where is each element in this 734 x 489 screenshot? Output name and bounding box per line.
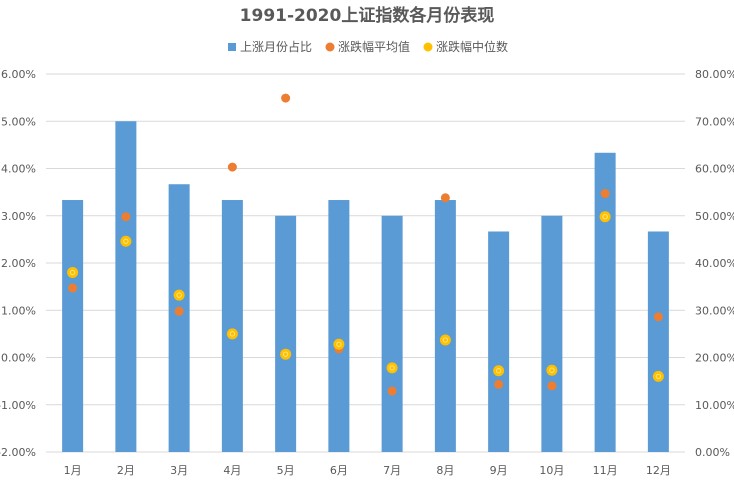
median-point <box>333 338 345 350</box>
right-y-axis: 0.00% 10.00% 20.00% 30.00% 40.00% 50.00% 60.00… <box>695 68 734 459</box>
x-tick-label: 6月 <box>330 464 348 477</box>
mean-point <box>547 381 557 391</box>
median-point <box>652 370 664 382</box>
legend: 上涨月份占比 涨跌幅平均值 涨跌幅中位数 <box>228 39 508 54</box>
bar <box>434 200 456 452</box>
mean-point <box>121 212 131 222</box>
mean-point <box>227 162 237 172</box>
scatter-series <box>67 93 664 396</box>
median-point-inner <box>655 373 662 380</box>
bar <box>328 200 350 452</box>
mean-point <box>281 93 291 103</box>
median-point-inner <box>123 238 129 244</box>
median-point-inner <box>442 337 449 343</box>
x-tick-label: 4月 <box>223 464 241 477</box>
x-tick-label: 11月 <box>593 464 618 477</box>
median-point-inner <box>602 213 608 220</box>
median-point-inner <box>495 368 502 374</box>
left-tick-label: 5.00% <box>1 115 36 128</box>
bar-series <box>62 121 669 452</box>
median-point <box>599 211 611 223</box>
median-point-inner <box>176 292 182 298</box>
right-tick-label: 40.00% <box>695 257 734 270</box>
legend-label: 上涨月份占比 <box>240 39 312 54</box>
chart-title: 1991-2020上证指数各月份表现 <box>240 5 495 26</box>
legend-swatch-bar <box>228 43 236 51</box>
x-axis: 1月 2月 3月 4月 5月 6月 7月 8月 9月 10月 11月 12月 <box>64 464 671 477</box>
mean-point <box>600 189 610 199</box>
right-tick-label: 50.00% <box>695 210 734 223</box>
right-tick-label: 70.00% <box>695 115 734 128</box>
bar <box>647 231 669 452</box>
left-tick-label: -2.00% <box>0 446 36 459</box>
bar <box>275 215 297 452</box>
median-point <box>493 365 505 377</box>
x-tick-label: 3月 <box>170 464 188 477</box>
bar <box>168 184 190 452</box>
x-tick-label: 10月 <box>539 464 564 477</box>
median-point <box>173 289 185 301</box>
legend-swatch-dot <box>423 42 433 52</box>
mean-point <box>387 386 397 396</box>
bar <box>221 200 243 452</box>
right-tick-label: 0.00% <box>695 446 730 459</box>
mean-point <box>494 379 504 389</box>
median-point <box>226 328 238 340</box>
right-tick-label: 60.00% <box>695 163 734 176</box>
median-point-inner <box>229 331 236 337</box>
x-tick-label: 8月 <box>436 464 454 477</box>
bar <box>62 200 84 452</box>
left-tick-label: 0.00% <box>1 352 36 365</box>
mean-point <box>440 193 450 203</box>
mean-point <box>174 306 184 316</box>
median-point <box>67 266 79 278</box>
median-point-inner <box>69 269 76 276</box>
median-point-inner <box>549 367 555 373</box>
right-tick-label: 20.00% <box>695 352 734 365</box>
left-tick-label: 4.00% <box>1 163 36 176</box>
median-point <box>439 334 451 346</box>
bar <box>541 215 563 452</box>
legend-swatch-dot <box>325 42 335 52</box>
bar <box>381 215 403 452</box>
x-tick-label: 5月 <box>277 464 295 477</box>
x-tick-label: 12月 <box>646 464 671 477</box>
legend-label: 涨跌幅平均值 <box>338 39 410 54</box>
median-point <box>120 235 132 247</box>
x-tick-label: 1月 <box>64 464 82 477</box>
median-point <box>386 362 398 374</box>
gridlines <box>46 73 685 453</box>
bar <box>115 121 137 452</box>
mean-point <box>68 283 78 293</box>
mean-point <box>653 312 663 322</box>
bar <box>594 152 616 452</box>
bar <box>488 231 510 452</box>
left-y-axis: -2.00% -1.00% 0.00% 1.00% 2.00% 3.00% 4.00% 5.0… <box>0 68 36 459</box>
right-tick-label: 30.00% <box>695 304 734 317</box>
x-tick-label: 9月 <box>490 464 508 477</box>
x-tick-label: 2月 <box>117 464 135 477</box>
right-tick-label: 80.00% <box>695 68 734 81</box>
left-tick-label: 2.00% <box>1 257 36 270</box>
median-point <box>280 348 292 360</box>
legend-label: 涨跌幅中位数 <box>436 39 508 54</box>
median-point-inner <box>336 341 342 347</box>
median-point <box>546 364 558 376</box>
left-tick-label: 6.00% <box>1 68 36 81</box>
left-tick-label: 3.00% <box>1 210 36 223</box>
right-tick-label: 10.00% <box>695 399 734 412</box>
median-point-inner <box>282 351 289 357</box>
left-tick-label: 1.00% <box>1 304 36 317</box>
median-point-inner <box>389 365 395 371</box>
left-tick-label: -1.00% <box>0 399 36 412</box>
x-tick-label: 7月 <box>383 464 401 477</box>
